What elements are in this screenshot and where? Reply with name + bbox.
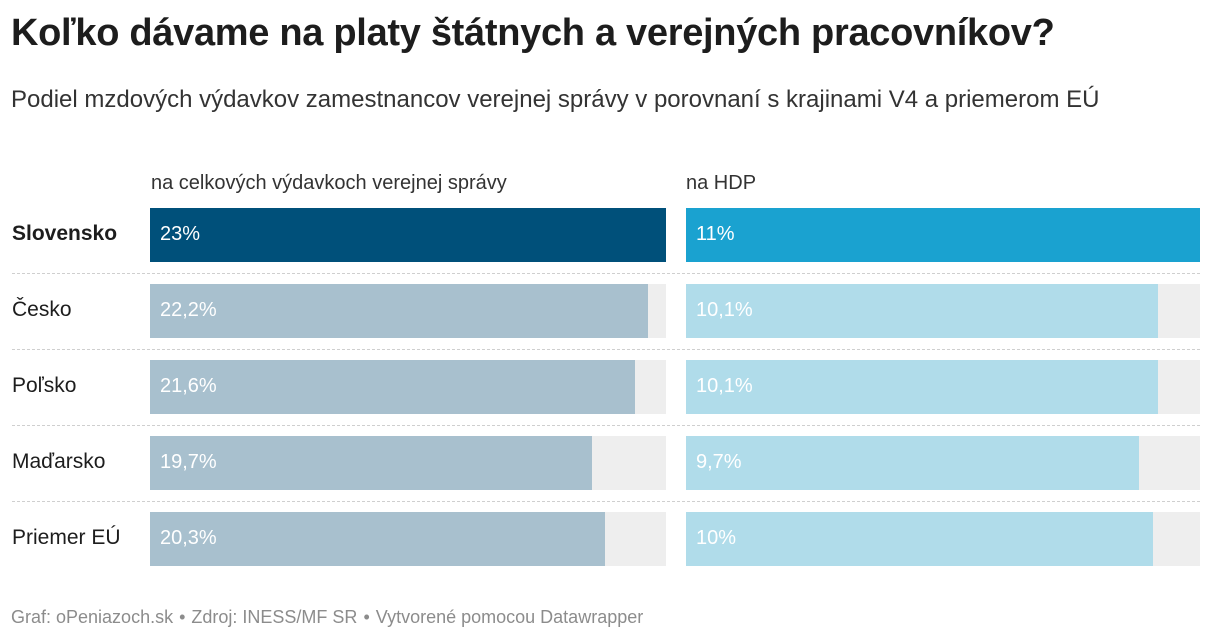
row-label: Maďarsko xyxy=(12,450,106,473)
column-header-gdp: na HDP xyxy=(686,172,757,194)
footer-separator: • xyxy=(363,607,370,627)
row-label: Priemer EÚ xyxy=(12,526,121,549)
footer-graph-credit: Graf: oPeniazoch.sk xyxy=(11,607,174,627)
bar xyxy=(150,436,592,490)
bar xyxy=(686,208,1200,262)
bar xyxy=(150,284,648,338)
data-label: 10,1% xyxy=(696,375,753,397)
bar xyxy=(686,512,1153,566)
footer: Graf: oPeniazoch.sk • Zdroj: INESS/MF SR • V… xyxy=(11,607,643,628)
footer-source: Zdroj: INESS/MF SR xyxy=(191,607,358,627)
data-label: 22,2% xyxy=(160,299,217,321)
row-separator xyxy=(12,273,1200,274)
bar xyxy=(686,436,1139,490)
data-label: 21,6% xyxy=(160,375,217,397)
chart-title: Koľko dávame na platy štátnych a verejný… xyxy=(11,12,1055,54)
row-label: Poľsko xyxy=(12,374,77,397)
data-label: 23% xyxy=(160,223,201,245)
row-label: Česko xyxy=(12,298,72,321)
row-separator xyxy=(12,349,1200,350)
data-label: 10,1% xyxy=(696,299,753,321)
data-label: 19,7% xyxy=(160,451,217,473)
column-header-total-expenditure: na celkových výdavkoch verejnej správy xyxy=(151,172,507,194)
bar xyxy=(686,360,1158,414)
data-label: 10% xyxy=(696,527,737,549)
bar xyxy=(150,360,635,414)
chart-subtitle: Podiel mzdových výdavkov zamestnancov ve… xyxy=(11,86,1100,113)
row-label: Slovensko xyxy=(12,222,118,245)
data-label: 20,3% xyxy=(160,527,217,549)
bar xyxy=(686,284,1158,338)
bar xyxy=(150,208,666,262)
footer-tool-credit: Vytvorené pomocou Datawrapper xyxy=(375,607,644,627)
footer-separator: • xyxy=(179,607,186,627)
data-label: 9,7% xyxy=(696,451,742,473)
data-label: 11% xyxy=(696,223,735,245)
bar xyxy=(150,512,605,566)
row-separator xyxy=(12,425,1200,426)
row-separator xyxy=(12,501,1200,502)
